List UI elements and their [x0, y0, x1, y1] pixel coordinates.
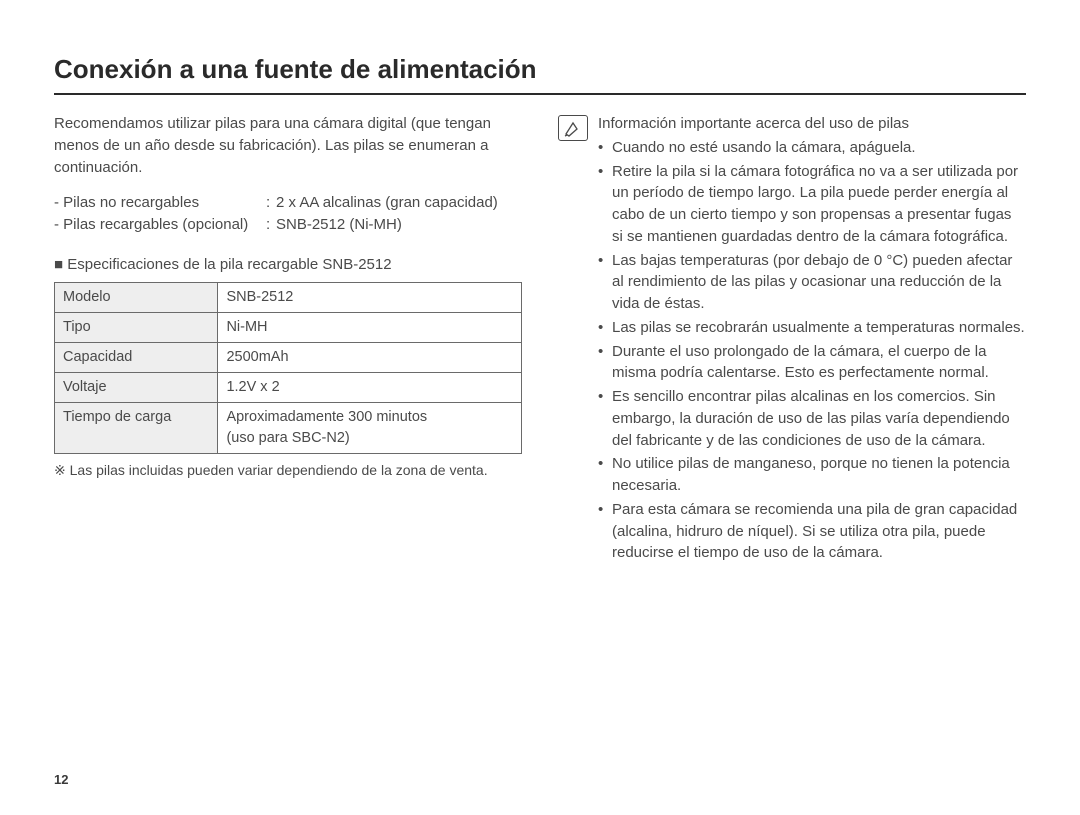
battery-row: - Pilas no recargables : 2 x AA alcalina… [54, 192, 522, 214]
spec-key: Modelo [55, 282, 218, 312]
battery-label: - Pilas no recargables [54, 192, 266, 214]
right-column: Información importante acerca del uso de… [558, 113, 1026, 566]
spec-value: 2500mAh [218, 342, 522, 372]
spec-key: Tipo [55, 312, 218, 342]
list-item: Retire la pila si la cámara fotográfica … [598, 161, 1026, 248]
note-intro: Información importante acerca del uso de… [598, 113, 1026, 135]
intro-paragraph: Recomendamos utilizar pilas para una cám… [54, 113, 522, 178]
battery-value: SNB-2512 (Ni-MH) [276, 214, 522, 236]
spec-value: Aproximadamente 300 minutos (uso para SB… [218, 402, 522, 453]
spec-value: SNB-2512 [218, 282, 522, 312]
battery-row: - Pilas recargables (opcional) : SNB-251… [54, 214, 522, 236]
list-item: Cuando no esté usando la cámara, apáguel… [598, 137, 1026, 159]
spec-key: Tiempo de carga [55, 402, 218, 453]
spec-value: Ni-MH [218, 312, 522, 342]
content-columns: Recomendamos utilizar pilas para una cám… [54, 113, 1026, 566]
list-item: Es sencillo encontrar pilas alcalinas en… [598, 386, 1026, 451]
footnote: ※ Las pilas incluidas pueden variar depe… [54, 454, 522, 480]
table-row: Tiempo de carga Aproximadamente 300 minu… [55, 402, 522, 453]
list-item: Durante el uso prolongado de la cámara, … [598, 341, 1026, 385]
battery-sep: : [266, 192, 276, 214]
note-icon [558, 115, 588, 141]
note-body: Información importante acerca del uso de… [598, 113, 1026, 566]
note-list: Cuando no esté usando la cámara, apáguel… [598, 137, 1026, 564]
table-row: Tipo Ni-MH [55, 312, 522, 342]
list-item: No utilice pilas de manganeso, porque no… [598, 453, 1026, 497]
table-row: Modelo SNB-2512 [55, 282, 522, 312]
spec-value: 1.2V x 2 [218, 372, 522, 402]
list-item: Las bajas temperaturas (por debajo de 0 … [598, 250, 1026, 315]
spec-table: Modelo SNB-2512 Tipo Ni-MH Capacidad 250… [54, 282, 522, 454]
spec-heading: ■ Especificaciones de la pila recargable… [54, 254, 522, 276]
table-row: Capacidad 2500mAh [55, 342, 522, 372]
table-row: Voltaje 1.2V x 2 [55, 372, 522, 402]
page-number: 12 [54, 772, 68, 787]
battery-sep: : [266, 214, 276, 236]
spec-key: Capacidad [55, 342, 218, 372]
battery-label: - Pilas recargables (opcional) [54, 214, 266, 236]
list-item: Para esta cámara se recomienda una pila … [598, 499, 1026, 564]
battery-bullets: - Pilas no recargables : 2 x AA alcalina… [54, 192, 522, 236]
battery-value: 2 x AA alcalinas (gran capacidad) [276, 192, 522, 214]
spec-key: Voltaje [55, 372, 218, 402]
list-item: Las pilas se recobrarán usualmente a tem… [598, 317, 1026, 339]
left-column: Recomendamos utilizar pilas para una cám… [54, 113, 522, 566]
page-title: Conexión a una fuente de alimentación [54, 54, 1026, 95]
